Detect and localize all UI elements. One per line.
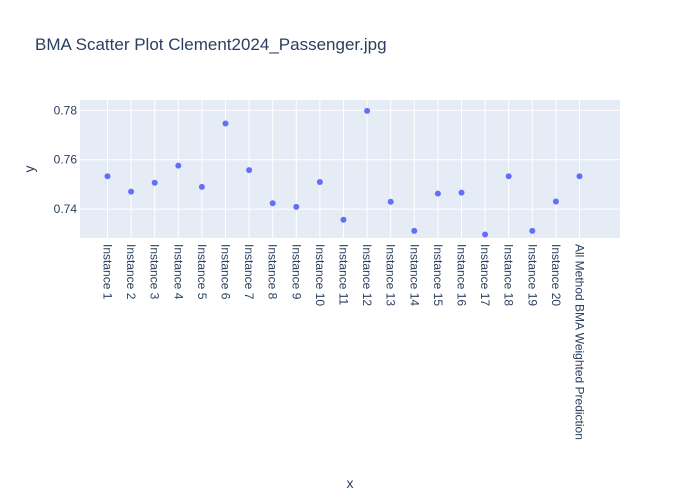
data-point (411, 227, 418, 234)
data-point (482, 231, 489, 238)
data-point (387, 198, 394, 205)
data-point (198, 183, 205, 190)
x-tick-label: Instance 8 (266, 244, 280, 300)
x-tick-label: Instance 16 (455, 244, 469, 306)
x-tick-label: Instance 15 (431, 244, 445, 306)
x-tick-label: Instance 18 (502, 244, 516, 306)
data-point (293, 203, 300, 210)
x-tick-label: Instance 12 (360, 244, 374, 306)
data-point (269, 200, 276, 207)
data-points (104, 107, 583, 238)
chart-title: BMA Scatter Plot Clement2024_Passenger.j… (35, 35, 387, 54)
data-point (364, 107, 371, 114)
y-tick-label: 0.74 (54, 202, 78, 216)
x-tick-label: Instance 7 (242, 244, 256, 300)
x-tick-label: Instance 3 (148, 244, 162, 300)
x-tick-label: Instance 9 (289, 244, 303, 300)
x-tick-label: Instance 20 (549, 244, 563, 306)
x-tick-label: Instance 1 (101, 244, 115, 300)
data-point (104, 173, 111, 180)
x-tick-label: All Method BMA Weighted Prediction (573, 244, 587, 440)
x-tick-label: Instance 14 (407, 244, 421, 306)
y-tick-label: 0.76 (54, 153, 78, 167)
data-point (316, 178, 323, 185)
x-tick-label: Instance 5 (195, 244, 209, 300)
data-point (175, 162, 182, 169)
y-tick-label: 0.78 (54, 103, 78, 117)
data-point (128, 188, 135, 195)
y-axis-title: y (21, 166, 37, 173)
x-tick-label: Instance 4 (171, 244, 185, 300)
y-gridlines (80, 109, 620, 210)
x-tick-label: Instance 13 (384, 244, 398, 306)
data-point (576, 173, 583, 180)
data-point (552, 198, 559, 205)
data-point (246, 167, 253, 174)
y-tick-labels: 0.74 0.76 0.78 (54, 103, 78, 216)
x-tick-label: Instance 2 (124, 244, 138, 300)
x-tick-label: Instance 19 (525, 244, 539, 306)
x-axis-title: x (347, 475, 354, 491)
data-point (340, 216, 347, 223)
x-tick-label: Instance 10 (313, 244, 327, 306)
x-gridlines (107, 100, 580, 238)
x-tick-labels: Instance 1 Instance 2 Instance 3 Instance 4… (101, 244, 587, 440)
data-point (151, 179, 158, 186)
data-point (529, 227, 536, 234)
data-point (222, 120, 229, 127)
x-tick-label: Instance 17 (478, 244, 492, 306)
x-tick-label: Instance 6 (219, 244, 233, 300)
data-point (458, 189, 465, 196)
plot-area (80, 100, 620, 238)
x-tick-label: Instance 11 (337, 244, 351, 305)
data-point (505, 173, 512, 180)
data-point (434, 190, 441, 197)
